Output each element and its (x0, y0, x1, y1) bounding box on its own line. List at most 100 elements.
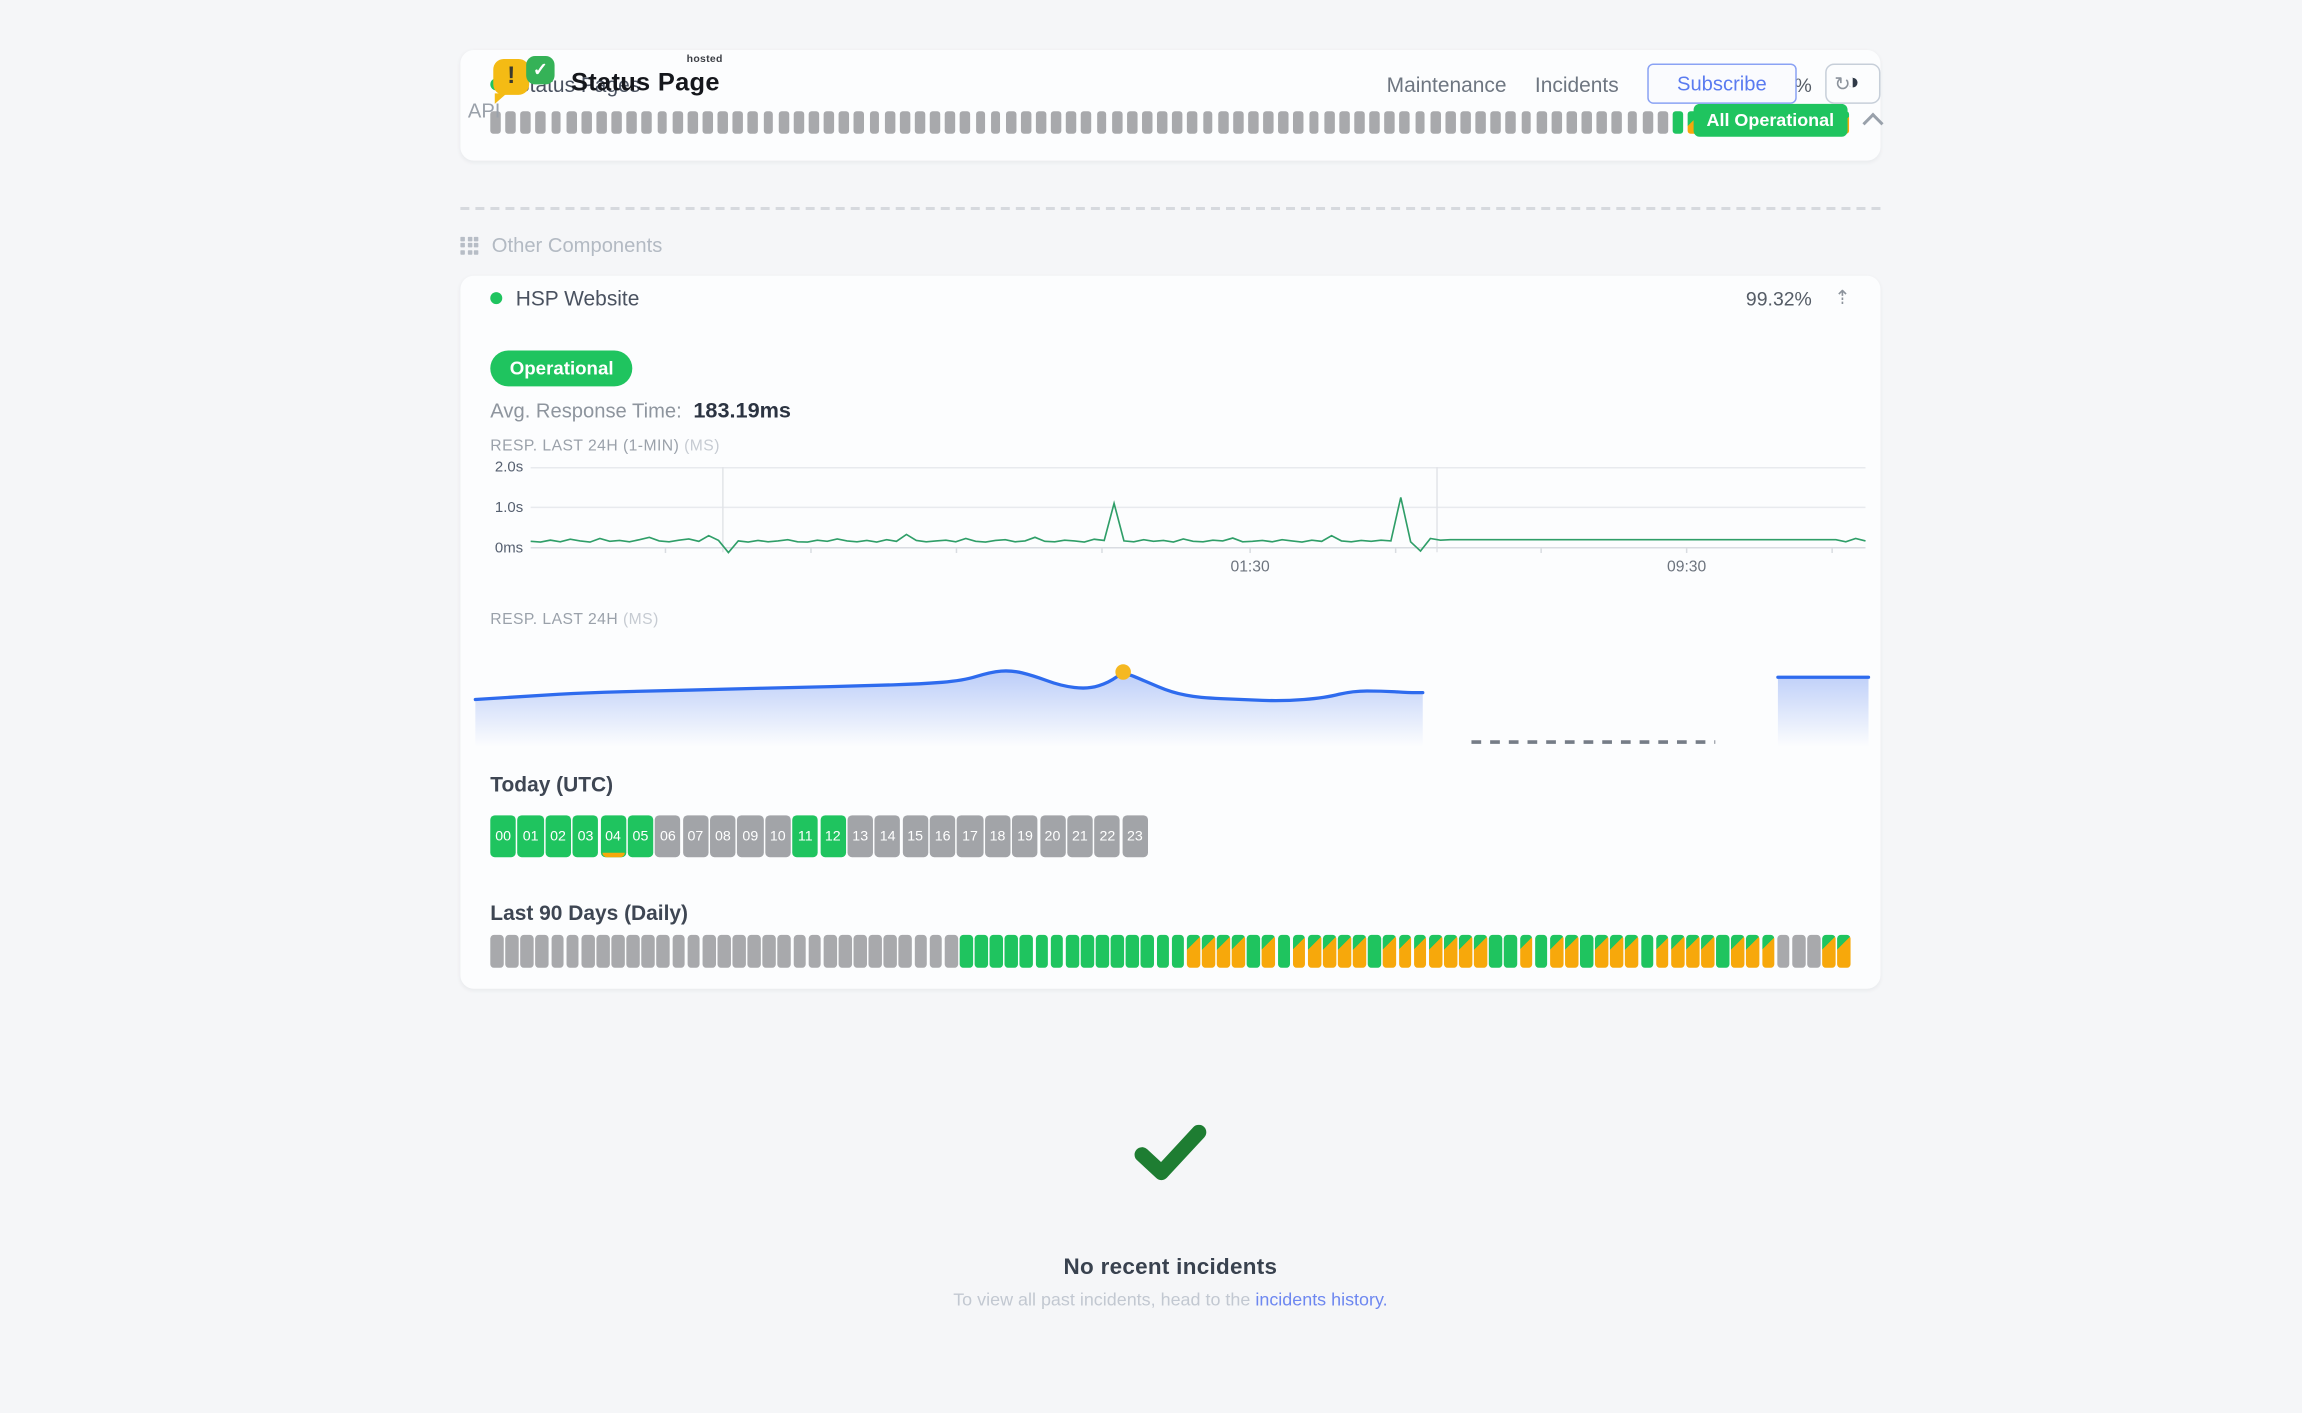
uptime-bar-none[interactable] (1642, 111, 1653, 134)
uptime-bar-up[interactable] (959, 934, 973, 968)
uptime-bar-none[interactable] (1263, 111, 1274, 134)
uptime-bar-none[interactable] (960, 111, 971, 134)
uptime-bar-partial[interactable] (1292, 934, 1306, 968)
uptime-bar-none[interactable] (657, 111, 668, 134)
uptime-bar-none[interactable] (702, 934, 716, 968)
uptime-bar-none[interactable] (1126, 111, 1138, 134)
chart-marker-dot[interactable] (1115, 664, 1131, 680)
hour-block-21[interactable]: 21 (1067, 815, 1093, 858)
uptime-bar-none[interactable] (656, 934, 670, 968)
uptime-bar-none[interactable] (1293, 111, 1304, 134)
uptime-bar-none[interactable] (687, 934, 701, 968)
uptime-bar-none[interactable] (762, 934, 776, 968)
uptime-bar-none[interactable] (490, 111, 501, 134)
uptime-bar-up[interactable] (1125, 934, 1140, 968)
uptime-bar-partial[interactable] (1701, 934, 1715, 968)
uptime-bar-none[interactable] (1233, 111, 1244, 134)
uptime-bar-none[interactable] (565, 934, 580, 968)
uptime-bar-none[interactable] (1612, 111, 1623, 134)
uptime-bar-none[interactable] (1536, 111, 1547, 134)
hour-block-15[interactable]: 15 (902, 815, 928, 858)
uptime-bar-none[interactable] (732, 111, 744, 134)
uptime-bar-none[interactable] (1581, 111, 1592, 134)
uptime-bar-none[interactable] (944, 934, 958, 968)
hour-block-05[interactable]: 05 (627, 815, 654, 858)
theme-toggle-button[interactable]: ◑ (1825, 64, 1881, 104)
uptime-bar-none[interactable] (1505, 111, 1517, 134)
uptime-bar-none[interactable] (1566, 111, 1577, 134)
uptime-bar-up[interactable] (1171, 934, 1185, 968)
logo[interactable]: ! ✓ hosted Status Page (493, 54, 722, 104)
uptime-bar-none[interactable] (1414, 111, 1426, 134)
chevron-up-icon[interactable] (1862, 112, 1884, 134)
hour-block-18[interactable]: 18 (984, 815, 1011, 858)
uptime-bar-none[interactable] (566, 111, 577, 134)
uptime-bar-none[interactable] (1066, 111, 1077, 134)
uptime-bar-none[interactable] (1369, 111, 1380, 134)
uptime-bar-partial[interactable] (1685, 934, 1700, 968)
hour-block-10[interactable]: 10 (764, 815, 791, 858)
uptime-bar-none[interactable] (747, 934, 761, 968)
uptime-bar-partial[interactable] (1687, 111, 1699, 134)
uptime-bar-none[interactable] (838, 111, 850, 134)
uptime-bar-none[interactable] (1172, 111, 1183, 134)
uptime-bar-none[interactable] (1020, 111, 1032, 134)
uptime-bar-up[interactable] (1277, 934, 1291, 968)
hour-block-08[interactable]: 08 (710, 815, 736, 858)
uptime-bar-up[interactable] (989, 934, 1003, 968)
uptime-bar-partial[interactable] (1625, 934, 1639, 968)
uptime-bar-up[interactable] (974, 934, 988, 968)
uptime-bar-none[interactable] (1354, 111, 1365, 134)
uptime-bar-partial[interactable] (1549, 934, 1563, 968)
uptime-bar-none[interactable] (520, 934, 534, 968)
uptime-bar-partial[interactable] (1201, 934, 1215, 968)
uptime-bar-partial[interactable] (1216, 934, 1230, 968)
arrow-up-icon[interactable]: ⇡ (1834, 286, 1851, 309)
uptime-bar-none[interactable] (1551, 111, 1562, 134)
uptime-bar-none[interactable] (596, 934, 610, 968)
uptime-bar-none[interactable] (1142, 111, 1153, 134)
hour-block-17[interactable]: 17 (957, 815, 983, 858)
uptime-bar-none[interactable] (626, 934, 640, 968)
uptime-bar-none[interactable] (490, 934, 504, 968)
uptime-bar-none[interactable] (1005, 111, 1016, 134)
uptime-bar-none[interactable] (1384, 111, 1395, 134)
uptime-bar-none[interactable] (869, 111, 880, 134)
uptime-bar-none[interactable] (1187, 111, 1198, 134)
uptime-bar-none[interactable] (1051, 111, 1062, 134)
uptime-bar-none[interactable] (505, 934, 519, 968)
hour-block-03[interactable]: 03 (572, 815, 599, 858)
hour-block-07[interactable]: 07 (682, 815, 709, 858)
uptime-bar-none[interactable] (929, 934, 943, 968)
uptime-bar-none[interactable] (1399, 111, 1411, 134)
uptime-bar-partial[interactable] (1822, 934, 1836, 968)
uptime-bar-partial[interactable] (1352, 934, 1367, 968)
hour-block-01[interactable]: 01 (517, 815, 544, 858)
uptime-bar-none[interactable] (808, 111, 819, 134)
hour-block-16[interactable]: 16 (929, 815, 956, 858)
uptime-bar-none[interactable] (1521, 111, 1532, 134)
uptime-bar-none[interactable] (1776, 934, 1790, 968)
uptime-bar-none[interactable] (1596, 111, 1608, 134)
uptime-bar-none[interactable] (671, 934, 686, 968)
uptime-bar-none[interactable] (884, 111, 895, 134)
hour-block-12[interactable]: 12 (819, 815, 846, 858)
uptime-bar-partial[interactable] (1837, 934, 1851, 968)
uptime-bar-partial[interactable] (1413, 934, 1427, 968)
uptime-bar-none[interactable] (581, 111, 592, 134)
uptime-bar-up[interactable] (1640, 934, 1654, 968)
uptime-bar-none[interactable] (1157, 111, 1168, 134)
line-chart-plot[interactable] (530, 467, 1866, 554)
hour-block-11[interactable]: 11 (792, 815, 819, 858)
uptime-bar-none[interactable] (581, 934, 595, 968)
uptime-bar-partial[interactable] (1610, 934, 1624, 968)
uptime-bar-none[interactable] (1096, 111, 1107, 134)
uptime-bar-none[interactable] (763, 111, 774, 134)
uptime-bar-none[interactable] (883, 934, 897, 968)
uptime-bar-none[interactable] (1445, 111, 1456, 134)
uptime-bar-partial[interactable] (1337, 934, 1352, 968)
hour-block-22[interactable]: 22 (1094, 815, 1121, 858)
uptime-bar-up[interactable] (1095, 934, 1109, 968)
uptime-bar-none[interactable] (1627, 111, 1638, 134)
uptime-bar-up[interactable] (1050, 934, 1064, 968)
